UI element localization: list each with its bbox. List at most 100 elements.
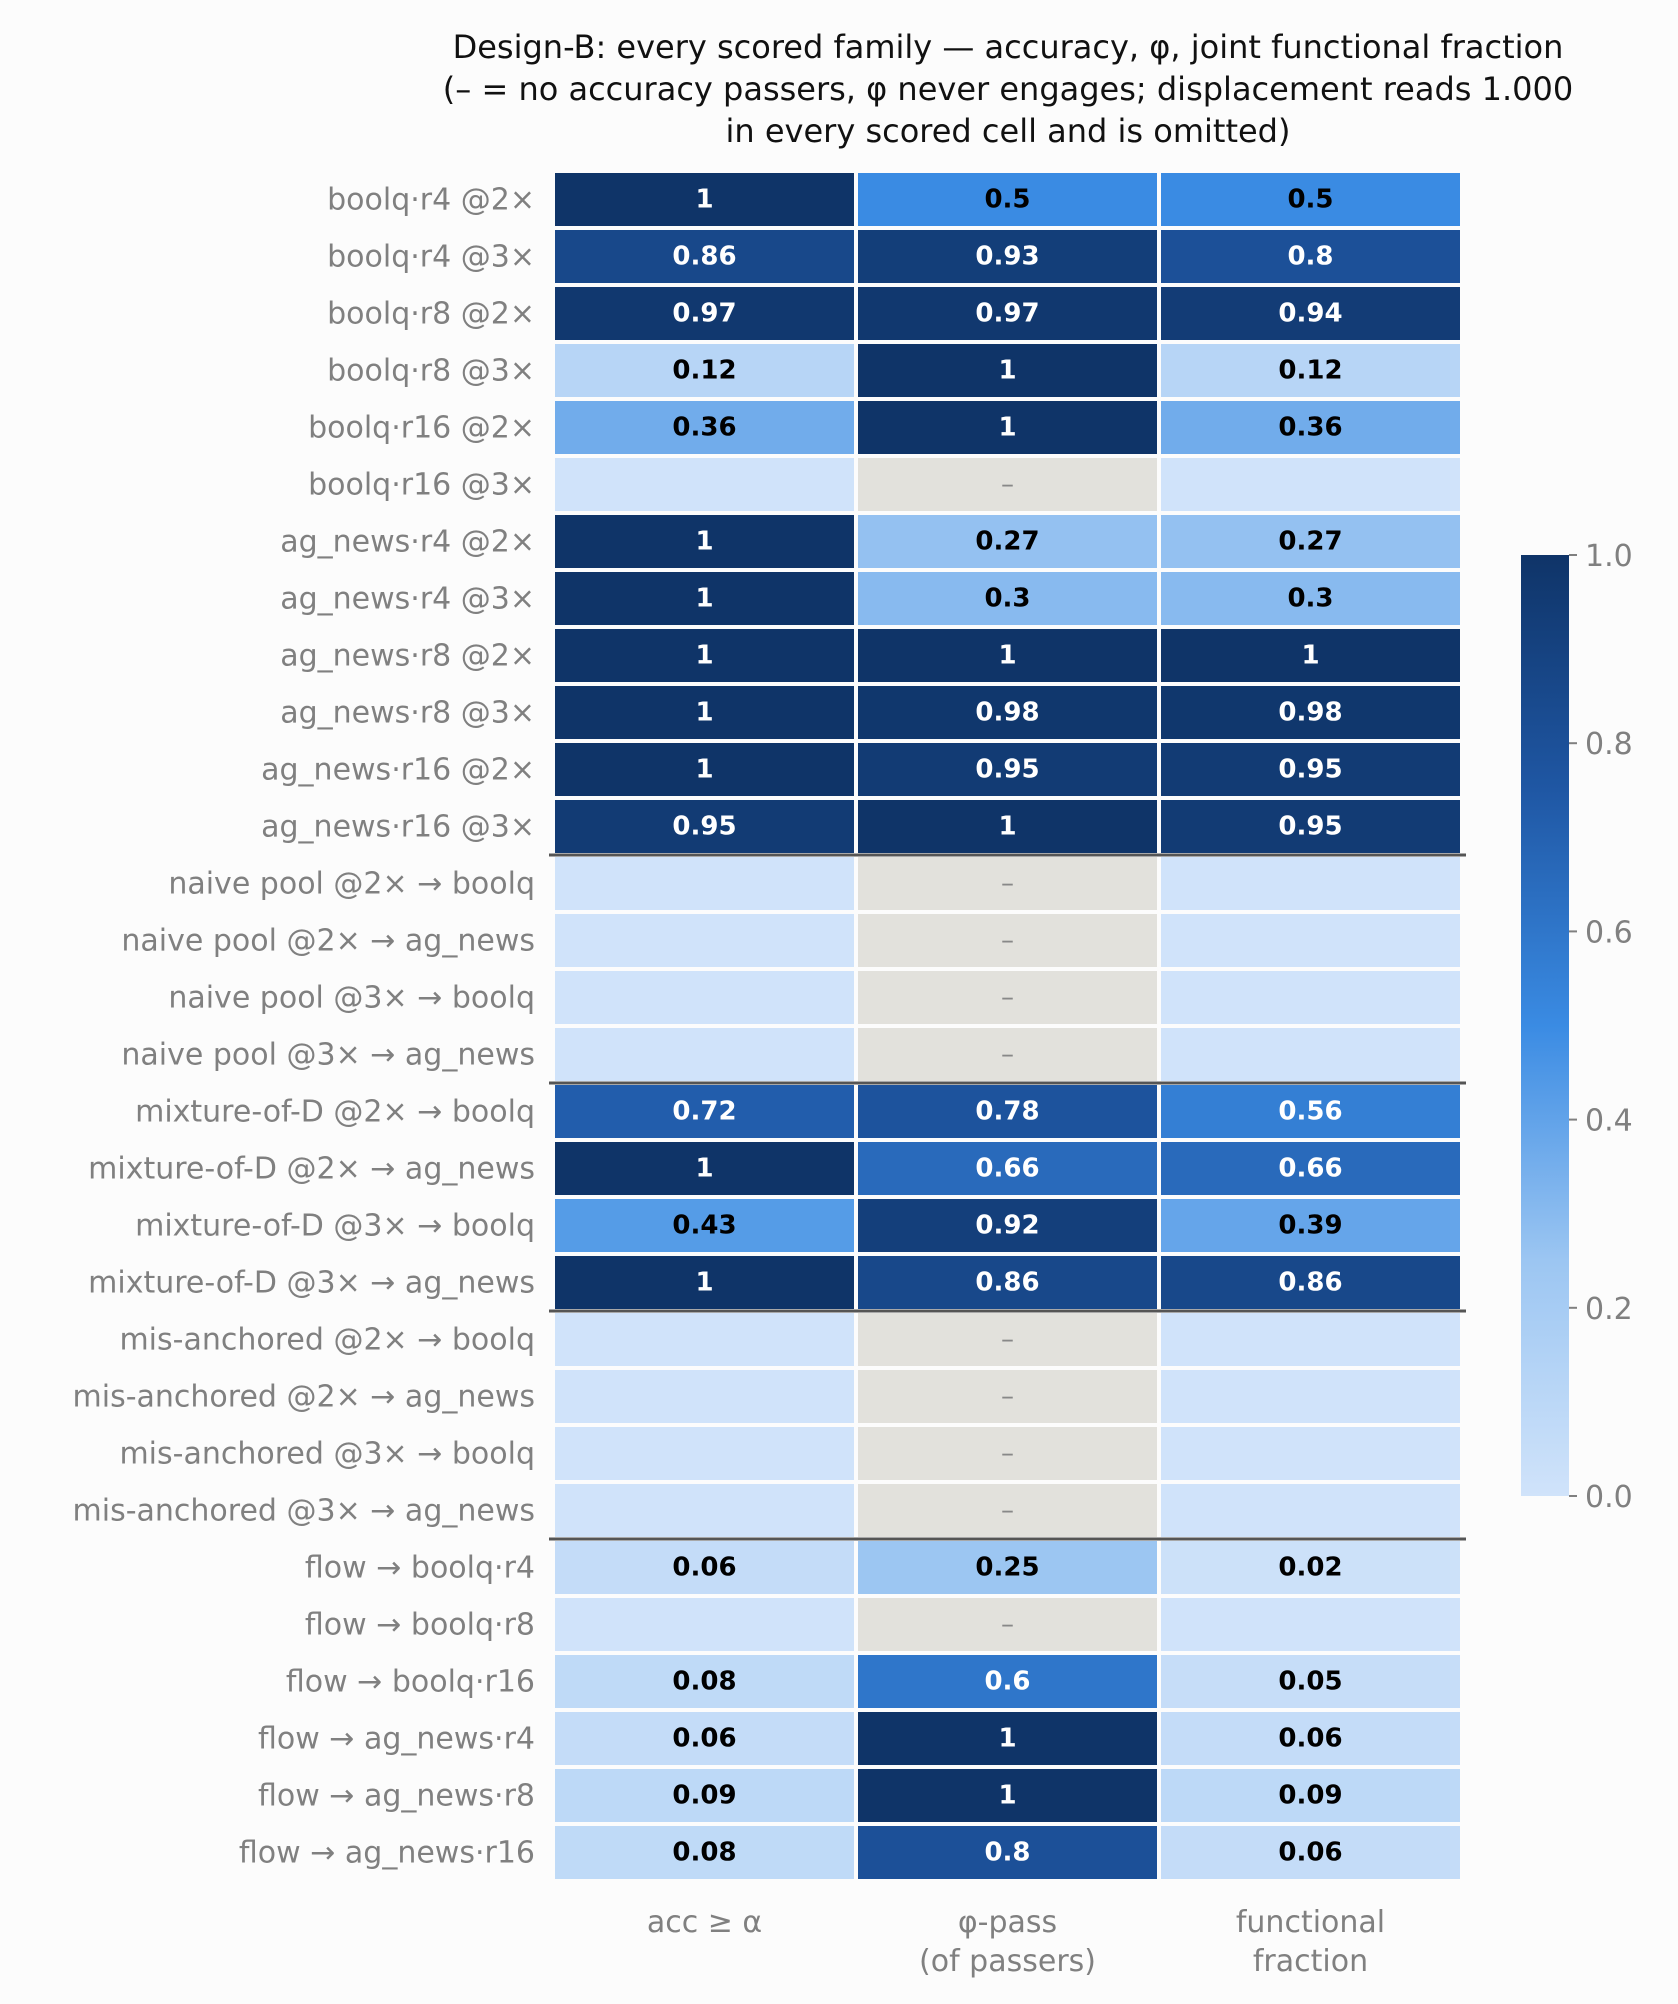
- heatmap-cell: [1161, 287, 1460, 340]
- row-label: mixture-of-D @3× → ag_news: [88, 1266, 535, 1301]
- row-label: ag_news·r8 @2×: [280, 639, 535, 674]
- column-label: acc ≥ α: [647, 1905, 762, 1940]
- heatmap-cell: [1161, 515, 1460, 568]
- missing-marker: –: [1001, 1040, 1014, 1070]
- heatmap-cell: [1161, 173, 1460, 226]
- heatmap-cell: [858, 1028, 1157, 1081]
- row-label: boolq·r8 @2×: [327, 297, 535, 332]
- heatmap-cell: [858, 344, 1157, 397]
- cell-value: 0.97: [672, 299, 736, 329]
- heatmap-cell: [555, 800, 854, 853]
- missing-marker: –: [1001, 1325, 1014, 1355]
- heatmap-cell: [1161, 1769, 1460, 1822]
- title-line-3: in every scored cell and is omitted): [726, 112, 1291, 150]
- cell-value: 0.43: [672, 1211, 736, 1241]
- cell-value: 1: [998, 356, 1016, 386]
- heatmap-cell: [555, 1769, 854, 1822]
- cell-value: 0.02: [1278, 1553, 1342, 1583]
- heatmap-cell: [1161, 914, 1460, 967]
- row-label: mixture-of-D @2× → boolq: [135, 1095, 535, 1130]
- heatmap-cell: [555, 1085, 854, 1138]
- heatmap-cell: [555, 401, 854, 454]
- heatmap-cell: [1161, 971, 1460, 1024]
- cell-value: 0.09: [1278, 1781, 1342, 1811]
- heatmap-cell: [858, 287, 1157, 340]
- heatmap-cell: [555, 1655, 854, 1708]
- colorbar-tick-label: 0.8: [1585, 727, 1633, 762]
- row-label: mis-anchored @3× → boolq: [119, 1437, 535, 1472]
- cell-value: 1: [998, 641, 1016, 671]
- heatmap-cell: [858, 1370, 1157, 1423]
- heatmap-cell: [555, 629, 854, 682]
- cell-value: 0.27: [1278, 527, 1342, 557]
- cell-value: 0.95: [975, 755, 1039, 785]
- heatmap-cell: [555, 458, 854, 511]
- row-label: flow → ag_news·r8: [258, 1779, 535, 1814]
- heatmap-cell: [555, 1826, 854, 1879]
- missing-marker: –: [1001, 1382, 1014, 1412]
- cell-value: 0.72: [672, 1097, 736, 1127]
- cell-value: 0.08: [672, 1667, 736, 1697]
- missing-marker: –: [1001, 1610, 1014, 1640]
- row-label: mis-anchored @2× → boolq: [119, 1323, 535, 1358]
- cell-value: 1: [695, 527, 713, 557]
- missing-marker: –: [1001, 1496, 1014, 1526]
- row-label: flow → boolq·r8: [305, 1608, 535, 1643]
- heatmap-cell: [858, 1826, 1157, 1879]
- missing-marker: –: [1001, 869, 1014, 899]
- heatmap-cell: [1161, 1598, 1460, 1651]
- cell-value: 1: [998, 812, 1016, 842]
- heatmap-cell: [1161, 1085, 1460, 1138]
- row-label: boolq·r16 @3×: [308, 468, 535, 503]
- cell-value: 0.12: [672, 356, 736, 386]
- heatmap-cell: [858, 1085, 1157, 1138]
- row-label: naive pool @3× → ag_news: [121, 1038, 535, 1073]
- heatmap-cell: [555, 572, 854, 625]
- row-label: flow → boolq·r4: [305, 1551, 535, 1586]
- cell-value: 0.12: [1278, 356, 1342, 386]
- heatmap-cell: [555, 857, 854, 910]
- cell-value: 1: [998, 1781, 1016, 1811]
- row-label: boolq·r8 @3×: [327, 354, 535, 389]
- heatmap-cell: [858, 629, 1157, 682]
- cell-value: 0.66: [975, 1154, 1039, 1184]
- heatmap-cell: [1161, 686, 1460, 739]
- heatmap-cell: [1161, 1427, 1460, 1480]
- row-labels: boolq·r4 @2× boolq·r4 @3× boolq·r8 @2× bool…: [73, 183, 535, 1871]
- row-label: naive pool @2× → boolq: [168, 867, 535, 902]
- cell-value: 0.39: [1278, 1211, 1342, 1241]
- heatmap-cell: [555, 1598, 854, 1651]
- row-label: boolq·r4 @2×: [327, 183, 535, 218]
- colorbar: 0.0 0.2 0.4 0.6 0.8 1.0: [1521, 539, 1633, 1515]
- cell-value: 0.8: [984, 1838, 1030, 1868]
- row-label: ag_news·r4 @2×: [280, 525, 535, 560]
- heatmap-cell: [555, 287, 854, 340]
- colorbar-gradient: [1521, 555, 1569, 1496]
- colorbar-tick-label: 0.4: [1585, 1104, 1633, 1139]
- heatmap-cell: [858, 1256, 1157, 1309]
- heatmap-cell: [1161, 230, 1460, 283]
- row-label: naive pool @3× → boolq: [168, 981, 535, 1016]
- heatmap-cell: [1161, 1199, 1460, 1252]
- cell-value: 0.08: [672, 1838, 736, 1868]
- cell-value: 1: [998, 413, 1016, 443]
- heatmap-cell: [858, 1655, 1157, 1708]
- colorbar-ticks: 0.0 0.2 0.4 0.6 0.8 1.0: [1569, 539, 1633, 1515]
- heatmap-cell: [555, 1142, 854, 1195]
- heatmap-cell: [1161, 1484, 1460, 1537]
- cell-value: 0.97: [975, 299, 1039, 329]
- heatmap-cell: [555, 1199, 854, 1252]
- heatmap-cell: [1161, 1028, 1460, 1081]
- cell-value: 1: [695, 1268, 713, 1298]
- cell-value: 0.86: [672, 242, 736, 272]
- colorbar-tick-label: 0.6: [1585, 915, 1633, 950]
- cell-value: 0.86: [1278, 1268, 1342, 1298]
- heatmap-cell: [555, 1028, 854, 1081]
- cell-value: 0.8: [1287, 242, 1333, 272]
- row-label: mis-anchored @3× → ag_news: [73, 1494, 535, 1529]
- row-label: naive pool @2× → ag_news: [121, 924, 535, 959]
- missing-marker: –: [1001, 983, 1014, 1013]
- cell-value: 0.06: [1278, 1724, 1342, 1754]
- title-line-1: Design-B: every scored family — accuracy…: [453, 28, 1564, 66]
- heatmap-cell: [555, 1541, 854, 1594]
